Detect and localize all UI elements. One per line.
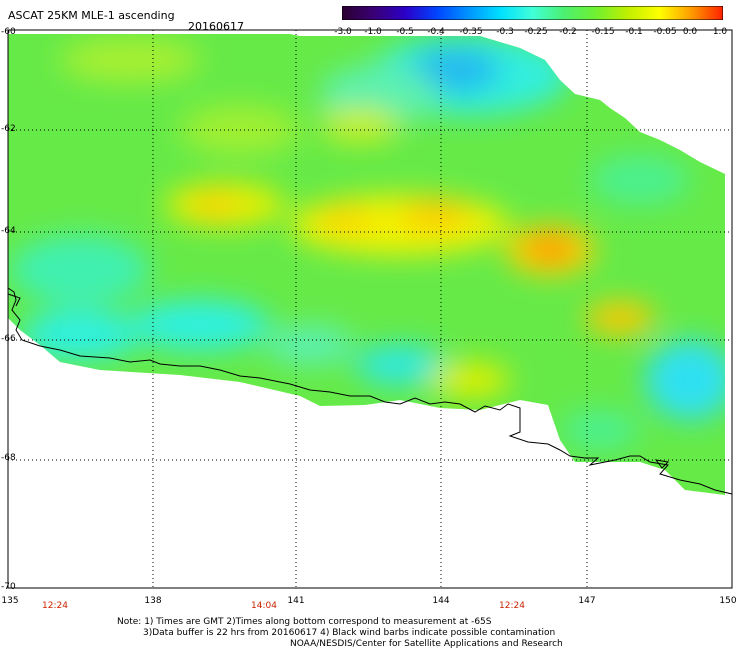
lon-label: 135 [1, 596, 19, 606]
note-line-2: 3)Data buffer is 22 hrs from 20160617 4)… [143, 628, 556, 638]
lon-label: 138 [144, 596, 162, 606]
lat-label: -64 [1, 226, 16, 236]
colorbar-label: -0.15 [591, 27, 615, 37]
colorbar-label: -0.3 [496, 27, 514, 37]
lon-label: 141 [287, 596, 305, 606]
lon-label: 150 [719, 596, 737, 606]
colorbar-label: -1.0 [364, 27, 382, 37]
note-line-1: Note: 1) Times are GMT 2)Times along bot… [117, 617, 492, 627]
lat-label: -66 [1, 334, 16, 344]
lat-label: -60 [1, 27, 16, 37]
lat-label: -70 [1, 582, 16, 592]
colorbar-label: -0.35 [459, 27, 483, 37]
map-frame [7, 29, 733, 589]
colorbar-label: -0.5 [396, 27, 414, 37]
graticule [8, 30, 730, 588]
colorbar-label: -0.2 [559, 27, 577, 37]
coastline [7, 287, 733, 495]
swath-field [8, 34, 725, 495]
colorbar-label: -0.1 [625, 27, 643, 37]
lon-label: 147 [578, 596, 596, 606]
colorbar-label: -0.4 [427, 27, 445, 37]
colorbar-label: -0.05 [653, 27, 677, 37]
credit-line: NOAA/NESDIS/Center for Satellite Applica… [290, 639, 563, 649]
map-title: ASCAT 25KM MLE-1 ascending [8, 9, 175, 22]
map-date: 20160617 [188, 20, 244, 33]
lon-label: 144 [432, 596, 450, 606]
colorbar-label: 1.0 [712, 27, 728, 37]
time-label: 14:04 [251, 601, 277, 611]
colorbar-label: -3.0 [334, 27, 352, 37]
colorbar-label: -0.25 [524, 27, 548, 37]
lat-label: -68 [1, 453, 16, 463]
colorbar [342, 6, 723, 20]
time-label: 12:24 [42, 601, 68, 611]
colorbar-label: 0.0 [682, 27, 698, 37]
time-label: 12:24 [499, 601, 525, 611]
lat-label: -62 [1, 124, 16, 134]
